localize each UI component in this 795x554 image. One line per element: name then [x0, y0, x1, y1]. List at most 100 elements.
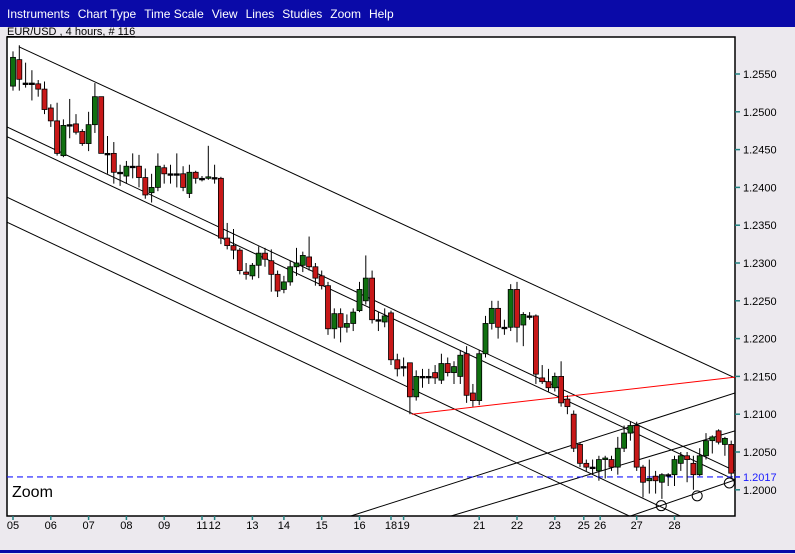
candle [362, 255, 369, 305]
candle [545, 368, 552, 392]
candle-body-down [444, 363, 451, 374]
candle-body-up [665, 474, 672, 477]
candle [129, 153, 136, 179]
y-tick-label: 1.2550 [743, 69, 777, 81]
candle [306, 236, 313, 271]
candle [388, 310, 394, 366]
candles [10, 45, 735, 499]
candle-body-up [375, 319, 382, 322]
candle-body-up [362, 277, 369, 302]
candle-body-up [104, 152, 111, 156]
candle [406, 362, 413, 415]
candle [280, 275, 287, 294]
x-tick-label: 22 [511, 520, 523, 532]
candle-body-up [293, 262, 300, 268]
candle [262, 247, 268, 267]
candle-body-up [92, 96, 98, 126]
candle-body-up [602, 457, 609, 460]
candle [551, 372, 558, 392]
candle-body-up [451, 366, 457, 374]
y-tick-label: 1.2350 [743, 220, 777, 232]
candle-body-down [325, 285, 331, 330]
candle-body-down [514, 289, 520, 328]
candle-body-up [627, 425, 634, 434]
candle [703, 433, 709, 460]
candle-body-up [199, 177, 205, 181]
marker-circle [691, 490, 703, 502]
menu-instruments[interactable]: Instruments [7, 6, 70, 21]
menu-studies[interactable]: Studies [282, 6, 323, 21]
candle [665, 473, 672, 487]
menu-time-scale[interactable]: Time Scale [144, 6, 204, 21]
candle [722, 436, 728, 456]
candle-body-up [596, 459, 602, 472]
candle-body-up [381, 315, 388, 323]
candle-body-up [148, 186, 155, 194]
candle [180, 166, 187, 192]
candle [526, 312, 533, 320]
candle-body-down [469, 392, 476, 401]
candle [514, 281, 520, 343]
candle-body-up [343, 323, 350, 328]
y-tick-label: 1.2100 [743, 409, 777, 421]
trendline [18, 46, 735, 379]
menu-lines[interactable]: Lines [245, 6, 275, 21]
candle [167, 164, 174, 184]
candle [520, 312, 527, 347]
y-tick-label: 1.2500 [743, 107, 777, 119]
candle [230, 228, 237, 260]
x-tick-label: 19 [397, 520, 409, 532]
marker-circle [655, 500, 667, 512]
trendline [7, 221, 630, 516]
trendline [349, 392, 735, 516]
x-tick-label: 12 [208, 520, 220, 532]
candle [123, 160, 130, 184]
candle-body-down [684, 455, 690, 460]
candle [728, 440, 735, 479]
candle-body-up [526, 315, 533, 318]
candle [186, 164, 193, 198]
candle-body-down [312, 266, 319, 279]
red-trendline [411, 376, 735, 415]
candle [425, 368, 432, 384]
candle [671, 455, 678, 487]
y-tick-label: 1.2200 [743, 334, 777, 346]
y-tick-label: 1.2150 [743, 371, 777, 383]
candle [451, 361, 457, 384]
candle-body-down [98, 96, 105, 154]
candle [400, 357, 407, 377]
candle [28, 70, 35, 101]
menu-chart-type[interactable]: Chart Type [77, 6, 137, 21]
candle-body-down [640, 466, 646, 483]
candle-body-up [10, 56, 16, 87]
candle-body-down [268, 260, 275, 275]
candle [161, 164, 168, 184]
candle-body-up [659, 474, 665, 483]
current-price-label: 1.2017 [743, 472, 777, 484]
trendline [7, 196, 682, 516]
candle [22, 62, 29, 88]
candle-body-down [110, 152, 117, 173]
menu-view[interactable]: View [211, 6, 238, 21]
candle [356, 281, 363, 313]
candle [684, 452, 690, 483]
x-tick-label: 16 [353, 520, 365, 532]
candle-body-down [180, 173, 187, 188]
menu-help[interactable]: Help [368, 6, 394, 21]
candle [236, 247, 243, 275]
candle [110, 142, 117, 184]
candle-body-up [186, 171, 193, 194]
candle-body-down [161, 167, 168, 175]
candle [211, 164, 218, 184]
menu-zoom[interactable]: Zoom [330, 6, 361, 21]
candle [318, 270, 325, 290]
candle [325, 281, 331, 335]
candle-body-up [482, 323, 489, 355]
x-tick-label: 28 [668, 520, 680, 532]
candle [41, 81, 48, 115]
candle [199, 176, 205, 182]
plot-area[interactable] [6, 36, 736, 517]
candle [652, 470, 659, 494]
candle [677, 452, 684, 471]
